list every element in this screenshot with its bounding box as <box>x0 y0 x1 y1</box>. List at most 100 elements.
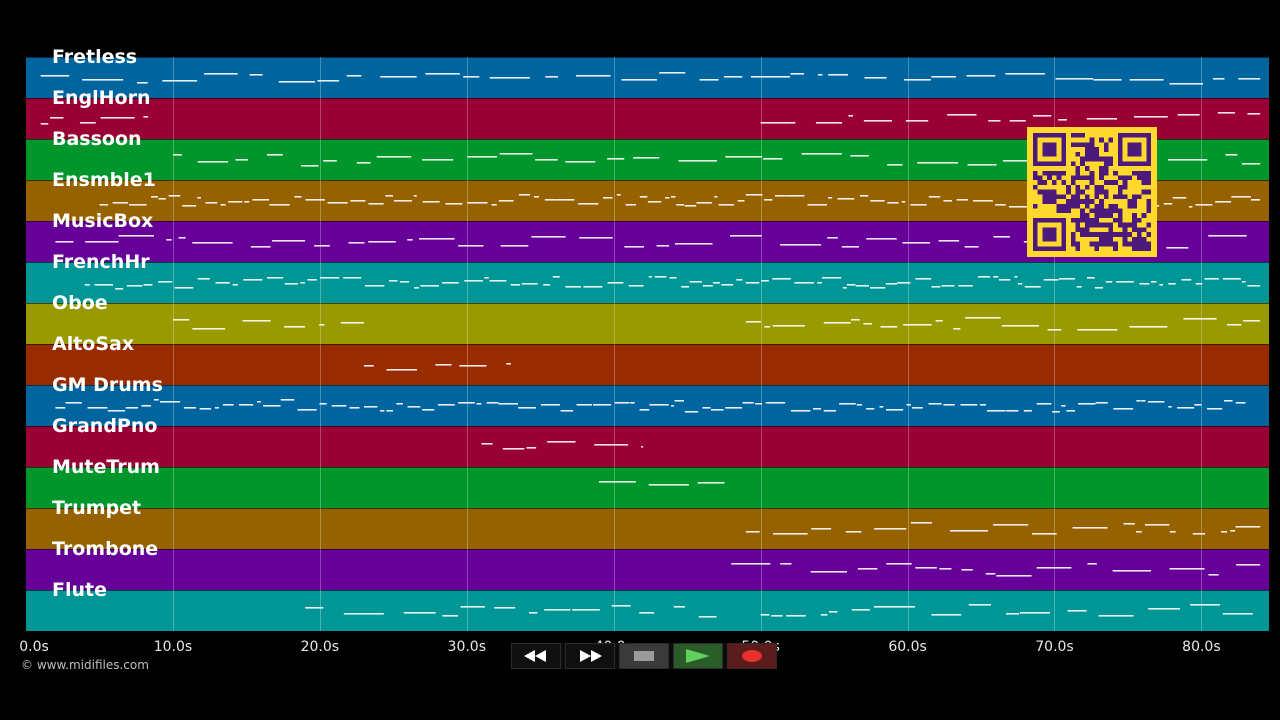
note-mark <box>555 199 575 201</box>
note-mark <box>1005 73 1045 75</box>
note-mark <box>319 277 340 279</box>
note-mark <box>807 204 827 206</box>
note-mark <box>552 276 560 278</box>
note-mark <box>910 204 927 206</box>
note-mark <box>363 406 378 408</box>
note-mark <box>594 444 629 446</box>
note-mark <box>710 409 724 411</box>
note-mark <box>928 403 942 405</box>
note-mark <box>772 278 791 280</box>
note-mark <box>639 196 648 198</box>
transport-controls <box>511 643 777 669</box>
note-mark <box>859 195 869 197</box>
note-mark <box>386 410 394 412</box>
note-mark <box>343 277 362 279</box>
note-mark <box>1222 613 1253 615</box>
track-lane <box>26 303 1269 344</box>
note-mark <box>903 324 932 326</box>
note-mark <box>1133 116 1168 118</box>
note-mark <box>1095 402 1108 404</box>
note-mark <box>243 279 263 281</box>
note-mark <box>162 80 198 82</box>
note-mark <box>928 196 941 198</box>
note-mark <box>1172 197 1187 199</box>
note-mark <box>786 615 806 617</box>
note-mark <box>521 283 538 285</box>
note-mark <box>84 284 90 286</box>
note-mark <box>1231 196 1251 198</box>
note-mark <box>873 606 916 608</box>
grid-line <box>613 57 615 631</box>
note-mark <box>183 407 196 409</box>
note-mark <box>763 158 783 160</box>
track-label: Fretless <box>52 46 138 68</box>
note-mark <box>547 441 576 443</box>
note-mark <box>979 404 986 406</box>
note-mark <box>228 201 243 203</box>
note-mark <box>55 407 66 409</box>
note-mark <box>810 571 847 573</box>
note-mark <box>498 403 518 405</box>
note-mark <box>674 400 685 402</box>
note-mark <box>630 402 635 404</box>
note-mark <box>349 407 360 409</box>
note-mark <box>1078 403 1096 405</box>
note-mark <box>815 122 843 124</box>
note-mark <box>725 156 763 158</box>
note-mark <box>998 279 1011 281</box>
note-mark <box>780 563 792 565</box>
note-mark <box>1217 112 1235 114</box>
note-mark <box>1059 278 1075 280</box>
note-mark <box>1066 410 1075 412</box>
note-mark <box>1123 523 1135 525</box>
note-mark <box>151 196 159 198</box>
note-mark <box>40 75 70 77</box>
note-mark <box>1169 83 1203 85</box>
note-mark <box>665 197 670 199</box>
note-mark <box>331 405 347 407</box>
track-label: GrandPno <box>52 415 158 437</box>
note-mark <box>755 403 763 405</box>
note-mark <box>458 402 475 404</box>
tick-label: 80.0s <box>1182 639 1221 655</box>
note-mark <box>348 242 365 244</box>
note-mark <box>491 204 497 206</box>
note-mark <box>712 282 720 284</box>
note-mark <box>126 285 143 287</box>
note-mark <box>576 404 592 406</box>
grid-line <box>319 57 321 631</box>
note-mark <box>396 403 403 405</box>
note-mark <box>718 204 734 206</box>
track-label: Trumpet <box>52 497 142 519</box>
note-mark <box>993 524 1029 526</box>
record-button[interactable] <box>727 643 777 669</box>
note-mark <box>172 319 190 321</box>
note-mark <box>870 287 886 289</box>
note-mark <box>697 482 725 484</box>
play-button[interactable] <box>673 643 723 669</box>
note-mark <box>841 246 860 248</box>
note-mark <box>575 75 611 77</box>
note-mark <box>730 235 762 237</box>
note-mark <box>1024 286 1041 288</box>
note-mark <box>986 410 1006 412</box>
note-mark <box>1023 410 1032 412</box>
note-mark <box>678 160 718 162</box>
note-mark <box>1067 610 1087 612</box>
note-mark <box>912 407 923 409</box>
note-mark <box>197 278 210 280</box>
note-mark <box>968 604 992 606</box>
note-mark <box>160 401 181 403</box>
note-mark <box>380 76 417 78</box>
note-mark <box>319 403 327 405</box>
note-mark <box>910 522 932 524</box>
note-mark <box>343 613 384 615</box>
note-mark <box>827 237 838 239</box>
note-mark <box>197 197 201 199</box>
fast-forward-button[interactable] <box>565 643 615 669</box>
stop-button[interactable] <box>619 643 669 669</box>
rewind-button[interactable] <box>511 643 561 669</box>
note-mark <box>864 77 887 79</box>
note-mark <box>1192 533 1206 535</box>
note-mark <box>602 197 613 199</box>
